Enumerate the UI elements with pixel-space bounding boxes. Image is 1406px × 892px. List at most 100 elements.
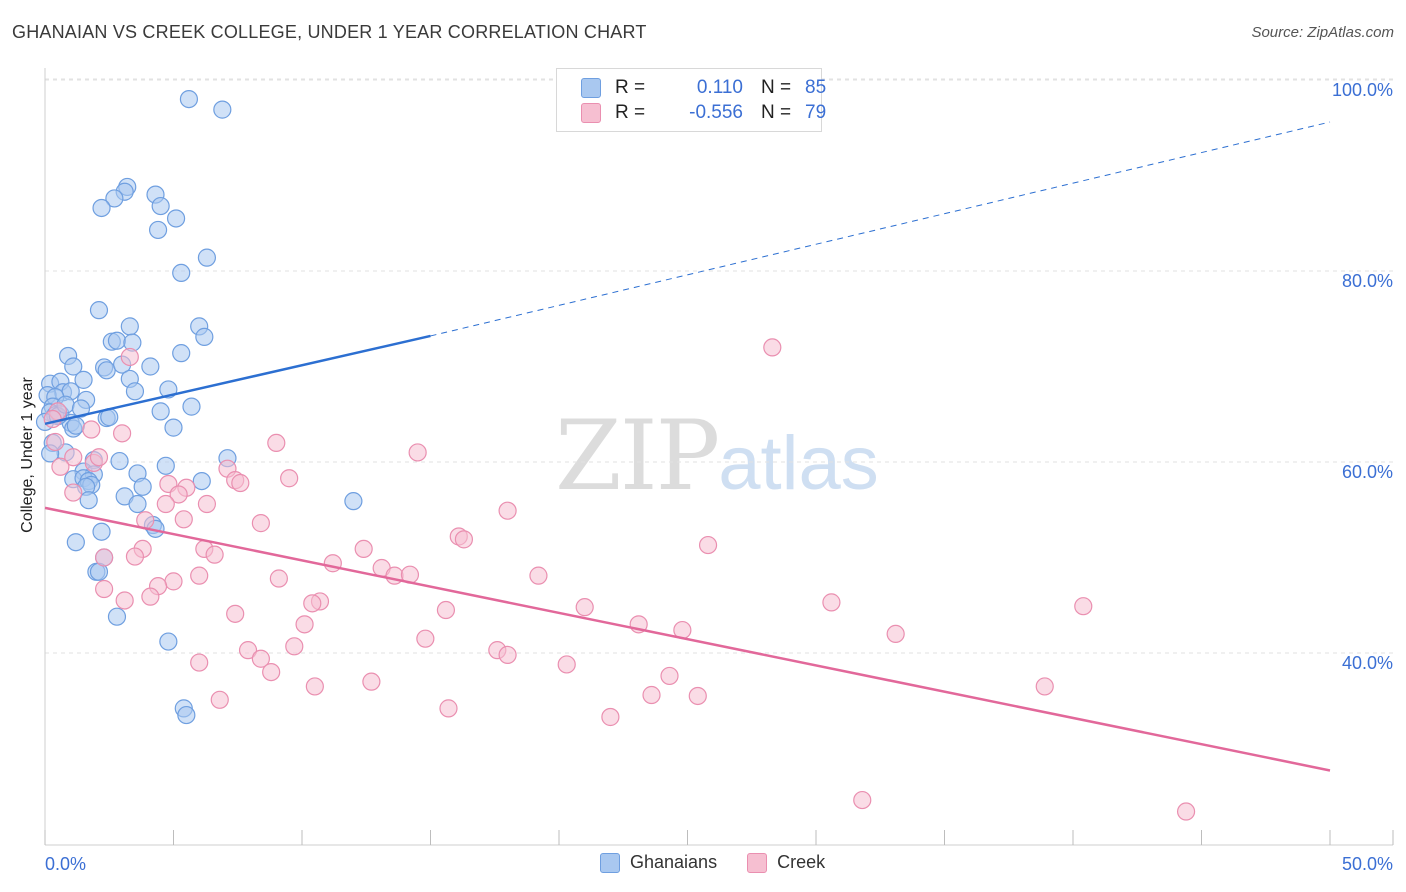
creek-point — [285, 637, 304, 656]
legend-swatch-pink — [581, 103, 601, 123]
ghanaians-point — [172, 344, 191, 363]
creek-point — [190, 566, 209, 585]
ghanaians-point — [64, 357, 83, 376]
legend-r-value: -0.556 — [689, 102, 743, 123]
creek-point — [64, 448, 83, 467]
ghanaians-points — [35, 89, 363, 725]
ghanaians-point — [128, 494, 147, 514]
creek-point — [323, 554, 342, 573]
ghanaians-point — [182, 397, 201, 416]
ghanaians-point — [89, 301, 109, 320]
ghanaians-point — [66, 533, 85, 552]
legend-n-value: 79 — [805, 102, 827, 123]
creek-point — [205, 545, 224, 564]
y-tick-label: 40.0% — [1342, 653, 1393, 673]
legend-n-label: N = — [761, 77, 792, 98]
trend-lines — [44, 121, 1331, 772]
creek-point — [763, 338, 782, 357]
ghanaians-point — [344, 492, 363, 511]
creek-point — [251, 514, 270, 533]
ghanaians-point — [74, 370, 93, 389]
creek-point — [89, 448, 109, 467]
ghanaians-point — [66, 416, 85, 435]
y-tick-label: 100.0% — [1332, 80, 1393, 100]
creek-point — [1176, 802, 1196, 821]
creek-point — [1035, 677, 1054, 696]
ghanaians-trend-extension — [430, 121, 1331, 337]
legend-r-value: 0.110 — [696, 77, 743, 98]
ghanaians-point — [97, 361, 116, 380]
creek-point — [688, 686, 707, 706]
ghanaians-point — [213, 100, 232, 119]
creek-point — [436, 600, 456, 620]
watermark-zip: ZIP — [555, 400, 720, 512]
ghanaians-point — [195, 327, 214, 346]
creek-point — [853, 790, 872, 810]
creek-point — [886, 624, 905, 644]
creek-point — [169, 485, 188, 504]
creek-point — [642, 685, 661, 705]
creek-point — [267, 433, 286, 452]
ghanaians-point — [120, 317, 139, 336]
creek-point — [305, 677, 324, 696]
creek-point — [46, 432, 65, 452]
ghanaians-point — [107, 331, 127, 350]
creek-point — [82, 420, 101, 439]
watermark-atlas: atlas — [718, 421, 879, 506]
creek-point — [1074, 597, 1093, 616]
creek-point — [95, 548, 114, 567]
ghanaians-point — [179, 89, 199, 109]
creek-point — [354, 539, 373, 559]
legend-n-value: 85 — [805, 77, 827, 98]
ghanaians-point — [141, 357, 160, 376]
creek-point — [822, 593, 841, 612]
ghanaians-point — [164, 418, 183, 437]
creek-point — [303, 594, 322, 613]
legend-row-creek: R = -0.556 N = 79 — [581, 101, 826, 125]
axes — [44, 68, 1394, 846]
creek-point — [120, 347, 139, 367]
ghanaians-point — [148, 220, 168, 240]
creek-point — [251, 649, 270, 668]
creek-point — [112, 424, 132, 443]
creek-point — [174, 510, 193, 529]
legend-swatch-blue — [581, 78, 601, 98]
creek-point — [231, 473, 250, 493]
creek-point — [156, 494, 175, 514]
chart-title: GHANAIAN VS CREEK COLLEGE, UNDER 1 YEAR … — [12, 22, 647, 42]
ghanaians-point — [177, 705, 196, 725]
creek-point — [262, 662, 281, 682]
ghanaians-point — [125, 382, 145, 401]
creek-point — [226, 604, 245, 623]
legend-label-ghanaians: Ghanaians — [630, 852, 718, 872]
x-tick-label-min: 0.0% — [45, 854, 86, 874]
y-tick-labels: 40.0% 60.0% 80.0% 100.0% — [1332, 80, 1393, 673]
ghanaians-point — [92, 522, 111, 541]
legend-item-ghanaians: Ghanaians — [600, 852, 717, 873]
ghanaians-point — [192, 472, 211, 491]
creek-point — [557, 655, 576, 674]
creek-point — [125, 547, 145, 566]
ghanaians-point — [79, 491, 98, 510]
ghanaians-point — [151, 196, 170, 216]
creek-point — [454, 530, 474, 549]
creek-point — [660, 666, 679, 686]
grid-lines — [45, 78, 1393, 654]
ghanaians-point — [92, 198, 111, 218]
legend-label-creek: Creek — [777, 852, 826, 872]
ghanaians-point — [156, 456, 175, 475]
legend-swatch-ghanaians — [600, 852, 620, 873]
creek-points — [43, 338, 1196, 821]
y-tick-label: 60.0% — [1342, 462, 1393, 482]
ghanaians-point — [110, 451, 129, 471]
ghanaians-trend-line — [44, 334, 431, 426]
legend-item-creek: Creek — [747, 852, 825, 873]
ghanaians-point — [166, 209, 186, 228]
creek-point — [295, 615, 314, 634]
creek-point — [280, 469, 299, 488]
legend-swatch-creek — [747, 852, 768, 873]
legend-n-label: N = — [761, 102, 792, 123]
ghanaians-point — [107, 607, 127, 626]
creek-point — [498, 501, 517, 520]
creek-point — [269, 569, 288, 588]
